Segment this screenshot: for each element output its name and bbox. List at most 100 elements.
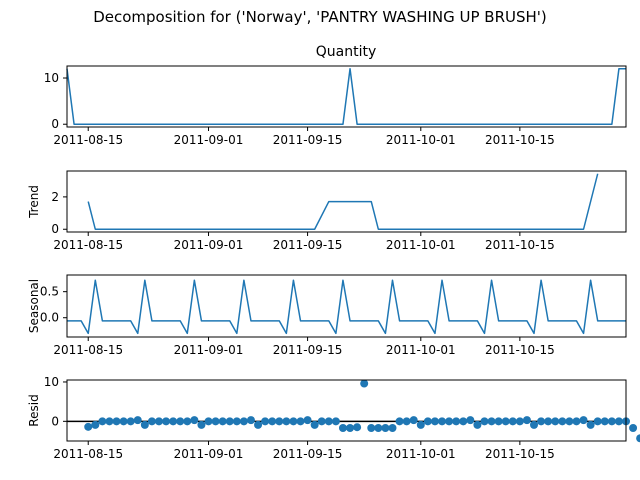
resid-point [395,417,404,426]
resid-point [183,417,192,426]
resid-point [162,417,171,426]
seasonal-axes-frame [66,274,627,338]
resid-xtick-label: 2011-08-15 [53,447,123,461]
resid-xtick-label: 2011-09-01 [174,447,244,461]
resid-point [105,417,114,426]
seasonal-ytick-label: 0.5 [40,285,59,299]
observed-xtick-label: 2011-09-15 [273,133,343,147]
resid-point [169,417,178,426]
resid-point [246,416,255,425]
resid-point [374,424,383,433]
resid-point [438,417,447,426]
resid-point [522,416,531,425]
resid-point [636,434,640,443]
resid-point [197,420,206,429]
resid-point [84,422,93,431]
resid-point [579,416,588,425]
trend-panel: 0 2 2011-08-15 2011-09-01 2011-09-15 2011-10-… [27,170,627,252]
observed-axes-frame [66,65,627,128]
resid-point [275,417,284,426]
resid-point [430,417,439,426]
resid-point [289,417,298,426]
resid-point [487,417,496,426]
resid-point [140,420,149,429]
resid-point [331,417,340,426]
resid-point [565,417,574,426]
resid-point [480,417,489,426]
trend-xtick-label: 2011-09-15 [273,238,343,252]
resid-point [558,417,567,426]
resid-point [176,417,185,426]
resid-panel: 0 10 2011-08-15 2011-09-01 2011-09-15 2011-10… [27,375,640,461]
observed-xtick-label: 2011-08-15 [53,133,123,147]
resid-point [445,417,454,426]
seasonal-series-line [67,279,626,335]
resid-point [211,417,220,426]
resid-xtick-label: 2011-09-15 [273,447,343,461]
resid-point [452,417,461,426]
resid-point [324,417,333,426]
resid-point [572,417,581,426]
trend-axes-frame [66,170,627,233]
resid-point [133,416,142,425]
resid-point [515,417,524,426]
observed-panel: 0 10 2011-08-15 2011-09-01 2011-09-15 2011-10… [44,65,627,147]
resid-point [494,417,503,426]
resid-point [402,417,411,426]
resid-point [218,417,227,426]
resid-point [607,417,616,426]
resid-point [98,417,107,426]
resid-point [466,416,475,425]
resid-point [225,417,234,426]
figure-suptitle: Decomposition for ('Norway', 'PANTRY WAS… [93,8,547,26]
trend-xtick-label: 2011-10-15 [485,238,555,252]
seasonal-xtick-label: 2011-09-01 [174,343,244,357]
panels-group: 0 10 2011-08-15 2011-09-01 2011-09-15 2011-10… [27,65,640,461]
resid-point [367,424,376,433]
resid-point [147,417,156,426]
resid-point [126,417,135,426]
resid-point [473,420,482,429]
resid-point [190,416,199,425]
resid-point [459,417,468,426]
resid-point [282,417,291,426]
resid-ytick-label: 10 [44,375,59,389]
resid-point [296,417,305,426]
resid-point [119,417,128,426]
resid-point [360,379,369,388]
observed-xtick-label: 2011-09-01 [174,133,244,147]
resid-point [112,417,121,426]
observed-xtick-label: 2011-10-01 [386,133,456,147]
trend-xtick-label: 2011-08-15 [53,238,123,252]
resid-point [346,424,355,433]
resid-point [501,417,510,426]
seasonal-ytick-label: 0.0 [40,311,59,325]
resid-point [423,417,432,426]
resid-axes-frame [66,379,627,442]
observed-ytick-label: 0 [51,117,59,131]
resid-xtick-label: 2011-10-01 [386,447,456,461]
observed-series-line [66,68,626,125]
trend-xtick-label: 2011-09-01 [174,238,244,252]
seasonal-xtick-label: 2011-10-15 [485,343,555,357]
resid-point [154,417,163,426]
resid-point [508,417,517,426]
resid-point [614,417,623,426]
resid-point [261,417,270,426]
resid-point [600,417,609,426]
resid-point [91,420,100,429]
seasonal-xtick-label: 2011-09-15 [273,343,343,357]
resid-point [310,420,319,429]
resid-point [416,420,425,429]
resid-point [537,417,546,426]
resid-point [586,420,595,429]
seasonal-panel: 0.0 0.5 2011-08-15 2011-09-01 2011-09-15 2011… [27,274,627,357]
observed-ytick-label: 10 [44,71,59,85]
resid-point [353,423,362,432]
trend-ytick-label: 0 [51,222,59,236]
seasonal-xtick-label: 2011-08-15 [53,343,123,357]
resid-point [268,417,277,426]
seasonal-ylabel: Seasonal [27,279,41,333]
resid-point [629,424,638,433]
